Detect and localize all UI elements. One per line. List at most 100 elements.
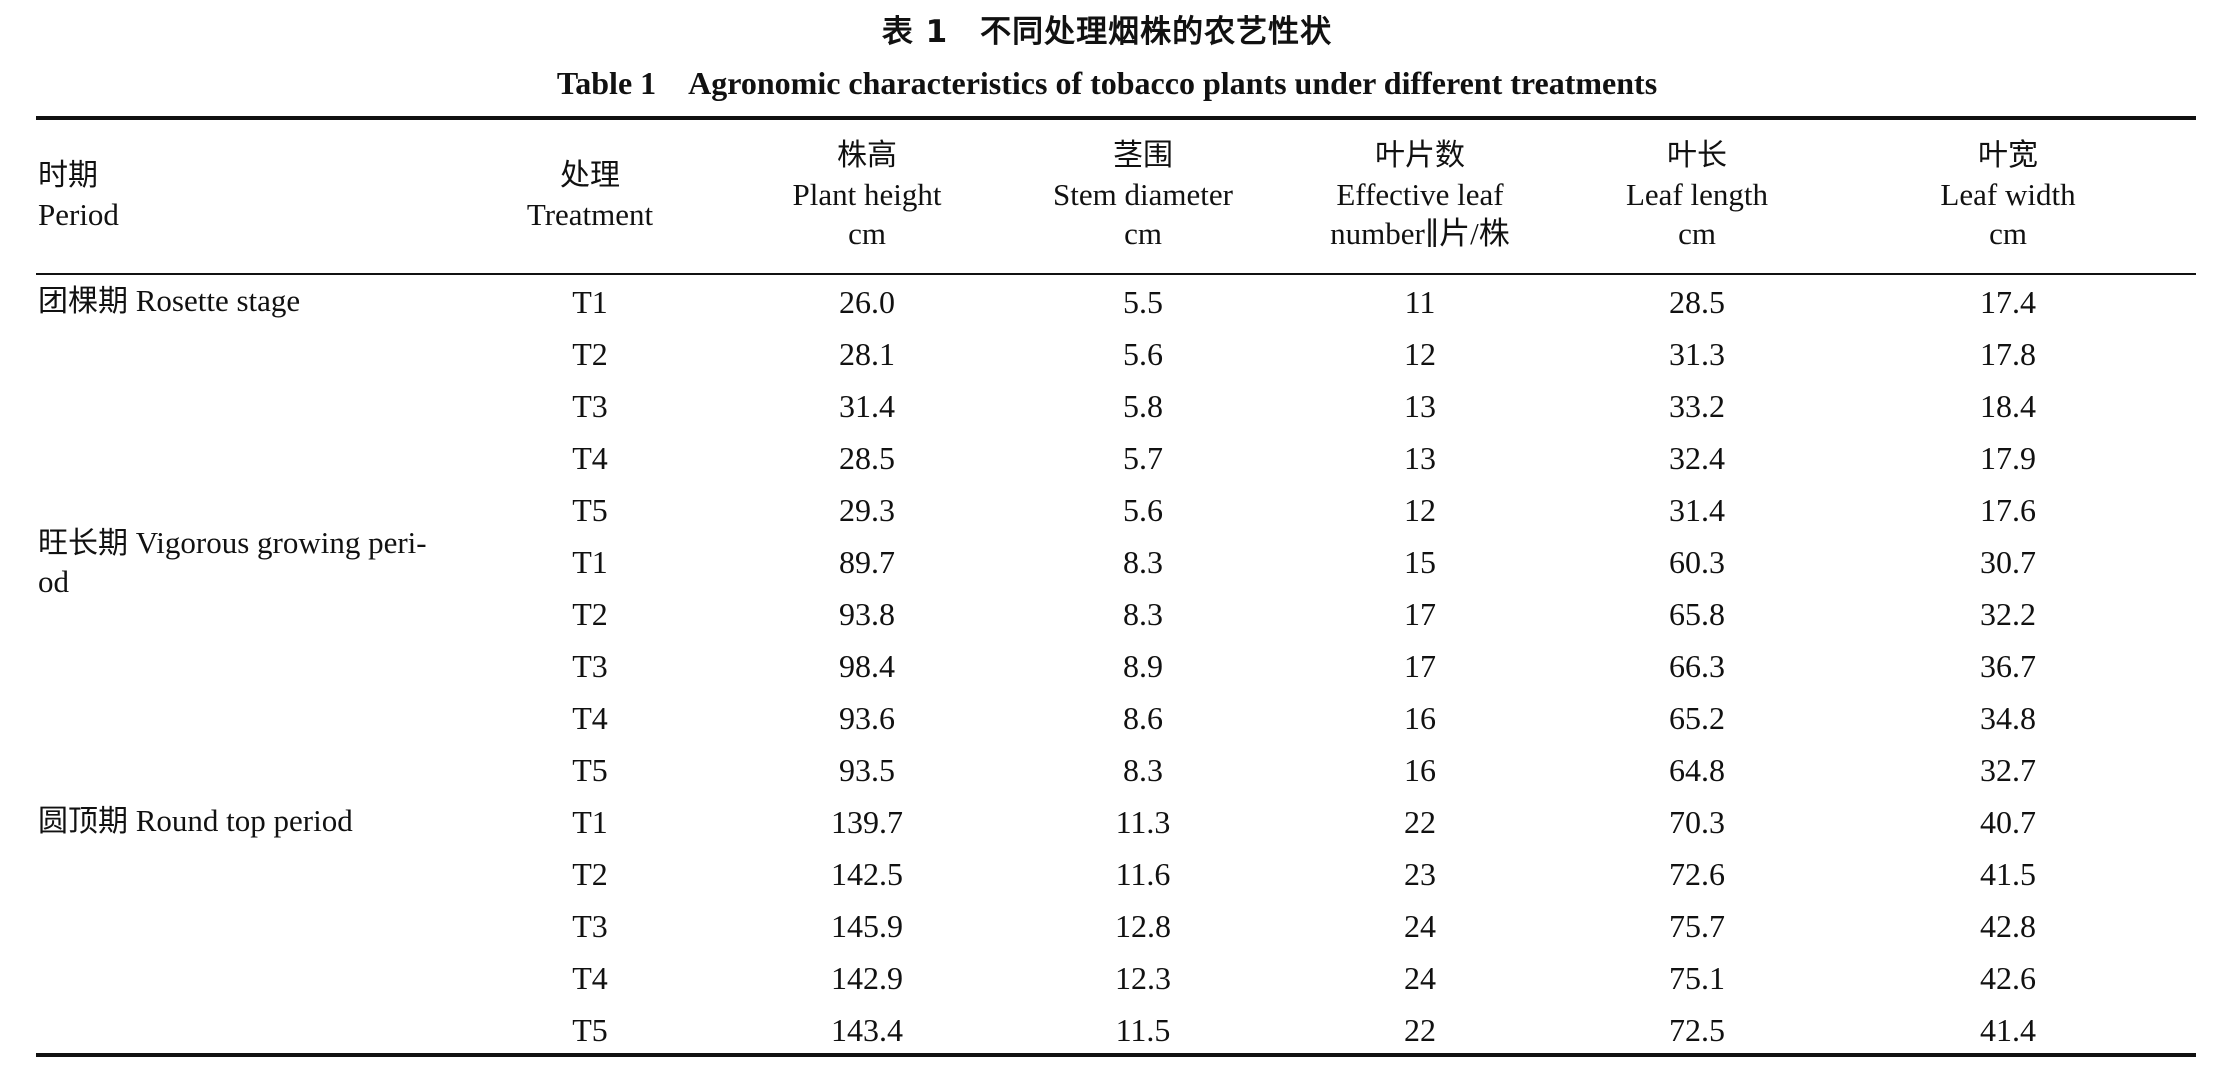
cell-leaf-number: 13 [1404,440,1436,476]
period-label-rosette: 团棵期 Rosette stage [38,282,468,321]
cell-stem-diameter: 8.3 [1123,596,1163,632]
cell-plant-height: 89.7 [839,544,895,580]
header-leaf-length-unit: cm [1678,216,1716,251]
cell-stem-diameter: 11.3 [1115,804,1171,840]
cell-leaf-number: 15 [1404,544,1436,580]
cell-plant-height: 142.9 [831,960,903,996]
period-label-en-continued: od [38,564,69,599]
period-label-en: Vigorous growing peri- [135,525,427,560]
cell-leaf-number: 24 [1404,960,1436,996]
cell-leaf-number: 13 [1404,388,1436,424]
cell-treatment: T2 [572,856,608,892]
cell-treatment: T3 [572,388,608,424]
cell-leaf-width: 17.8 [1980,336,2036,372]
cell-stem-diameter: 5.6 [1123,336,1163,372]
bottom-rule [36,1053,2196,1057]
cell-plant-height: 93.8 [839,596,895,632]
cell-plant-height: 93.5 [839,752,895,788]
header-leaf-number-cn: 叶片数 [1375,138,1465,173]
header-leaf-length: 叶长 Leaf length cm [1557,136,1837,253]
cell-leaf-number: 12 [1404,336,1436,372]
cell-stem-diameter: 8.3 [1123,544,1163,580]
cell-plant-height: 139.7 [831,804,903,840]
cell-plant-height: 143.4 [831,1012,903,1048]
period-label-cn: 旺长期 [38,526,128,561]
header-leaf-length-en: Leaf length [1625,177,1768,212]
cell-treatment: T5 [572,752,608,788]
cell-leaf-width: 41.4 [1980,1012,2036,1048]
cell-leaf-length: 33.2 [1669,388,1725,424]
header-leaf-length-cn: 叶长 [1667,138,1727,173]
cell-leaf-length: 72.6 [1669,856,1725,892]
cell-stem-diameter: 5.5 [1123,284,1163,320]
header-plant-height-cn: 株高 [837,138,897,173]
header-plant-height-unit: cm [848,216,886,251]
cell-leaf-length: 75.7 [1669,908,1725,944]
top-rule [36,116,2196,120]
cell-leaf-width: 32.7 [1980,752,2036,788]
cell-leaf-width: 40.7 [1980,804,2036,840]
period-label-en: Rosette stage [135,283,301,318]
cell-leaf-length: 75.1 [1669,960,1725,996]
cell-leaf-width: 41.5 [1980,856,2036,892]
cell-leaf-length: 31.3 [1669,336,1725,372]
period-label-en: Round top period [135,803,353,838]
cell-leaf-number: 16 [1404,752,1436,788]
period-label-vigorous: 旺长期 Vigorous growing peri- od [38,524,468,601]
cell-stem-diameter: 8.9 [1123,648,1163,684]
cell-plant-height: 93.6 [839,700,895,736]
cell-leaf-width: 18.4 [1980,388,2036,424]
cell-plant-height: 142.5 [831,856,903,892]
cell-treatment: T1 [572,804,608,840]
cell-stem-diameter: 12.3 [1115,960,1171,996]
cell-treatment: T1 [572,544,608,580]
cell-leaf-length: 66.3 [1669,648,1725,684]
cell-stem-diameter: 5.6 [1123,492,1163,528]
period-label-cn: 团棵期 [38,284,128,319]
cell-leaf-number: 24 [1404,908,1436,944]
cell-leaf-number: 11 [1404,284,1436,320]
cell-plant-height: 98.4 [839,648,895,684]
cell-plant-height: 31.4 [839,388,895,424]
header-leaf-width-unit: cm [1989,216,2027,251]
cell-plant-height: 28.1 [839,336,895,372]
header-leaf-number-unit: number∥片/株 [1330,216,1510,251]
cell-treatment: T3 [572,908,608,944]
cell-stem-diameter: 11.6 [1115,856,1171,892]
cell-leaf-width: 17.6 [1980,492,2036,528]
cell-leaf-width: 42.6 [1980,960,2036,996]
header-stem-diameter: 茎围 Stem diameter cm [1003,136,1283,253]
cell-leaf-number: 23 [1404,856,1436,892]
cell-stem-diameter: 11.5 [1115,1012,1171,1048]
header-rule [36,273,2196,275]
cell-leaf-width: 17.9 [1980,440,2036,476]
cell-leaf-width: 30.7 [1980,544,2036,580]
cell-leaf-number: 16 [1404,700,1436,736]
cell-leaf-width: 36.7 [1980,648,2036,684]
cell-treatment: T3 [572,648,608,684]
header-leaf-number-en: Effective leaf [1336,177,1504,212]
header-period-en: Period [38,197,119,232]
cell-stem-diameter: 8.6 [1123,700,1163,736]
header-treatment-en: Treatment [526,197,654,232]
cell-leaf-length: 65.8 [1669,596,1725,632]
cell-leaf-number: 12 [1404,492,1436,528]
cell-treatment: T1 [572,284,608,320]
header-period-cn: 时期 [38,158,98,193]
period-label-cn: 圆顶期 [38,804,128,839]
cell-leaf-width: 42.8 [1980,908,2036,944]
header-plant-height: 株高 Plant height cm [727,136,1007,253]
cell-leaf-length: 60.3 [1669,544,1725,580]
table-caption-cn: 表 1 不同处理烟株的农艺性状 [881,14,1333,50]
cell-leaf-length: 65.2 [1669,700,1725,736]
cell-leaf-number: 22 [1404,804,1436,840]
cell-leaf-length: 72.5 [1669,1012,1725,1048]
cell-stem-diameter: 12.8 [1115,908,1171,944]
cell-plant-height: 26.0 [839,284,895,320]
cell-leaf-length: 70.3 [1669,804,1725,840]
cell-leaf-number: 17 [1404,596,1436,632]
header-leaf-width-cn: 叶宽 [1978,138,2038,173]
table-caption-en: Table 1 Agronomic characteristics of tob… [556,65,1658,101]
cell-leaf-width: 17.4 [1980,284,2036,320]
cell-treatment: T2 [572,596,608,632]
